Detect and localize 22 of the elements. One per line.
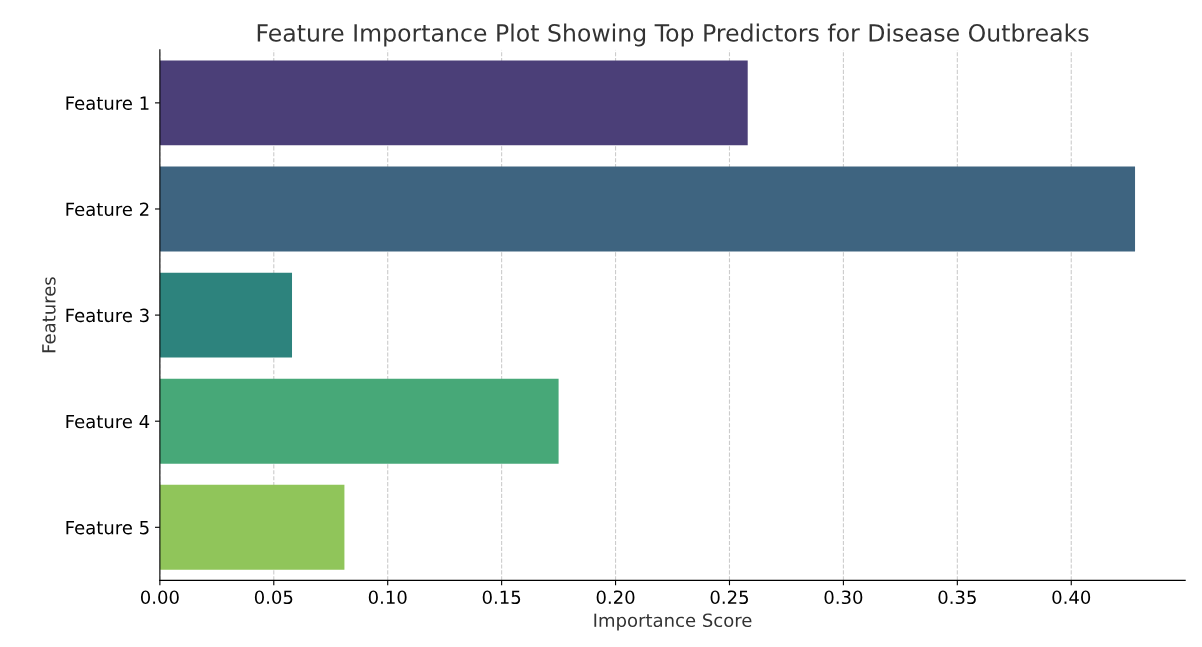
x-tick-label: 0.00 — [140, 590, 179, 605]
bar — [159, 272, 293, 358]
x-tick-label: 0.05 — [254, 590, 293, 605]
x-tick-label: 0.10 — [368, 590, 407, 605]
y-axis-title: Features — [42, 277, 56, 353]
x-tick-label: 0.40 — [1052, 590, 1091, 605]
x-tick-label: 0.20 — [596, 590, 635, 605]
x-axis-title: Importance Score — [594, 613, 752, 631]
x-tick-label: 0.30 — [824, 590, 863, 605]
x-tick-label: 0.15 — [482, 590, 521, 605]
y-tick-label: Feature 3 — [66, 308, 149, 323]
bar — [159, 378, 559, 464]
chart-title: Feature Importance Plot Showing Top Predictors for Disease Outbreaks — [257, 23, 1089, 47]
y-tick-label: Feature 1 — [66, 96, 149, 110]
bar — [159, 166, 1136, 252]
y-tick-label: Feature 5 — [66, 521, 149, 535]
bar — [159, 484, 345, 570]
y-tick-label: Feature 2 — [66, 202, 149, 217]
y-tick-label: Feature 4 — [66, 414, 150, 429]
x-tick-label: 0.35 — [938, 590, 976, 605]
bar — [159, 60, 748, 146]
x-tick-label: 0.25 — [710, 590, 748, 605]
